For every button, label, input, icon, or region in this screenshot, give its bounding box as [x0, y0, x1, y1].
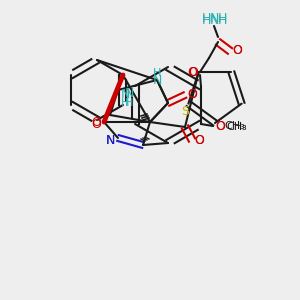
Text: O: O [232, 44, 242, 58]
Text: N: N [125, 87, 134, 100]
Text: N: N [105, 134, 115, 146]
Text: O: O [194, 134, 204, 146]
Text: N: N [105, 134, 115, 148]
Text: H: H [201, 13, 211, 26]
Text: N: N [152, 74, 162, 86]
Text: H: H [201, 14, 211, 28]
Text: O: O [187, 88, 197, 100]
Text: CH₃: CH₃ [226, 122, 247, 132]
Text: O: O [187, 88, 197, 101]
Text: O: O [194, 134, 204, 146]
Text: S: S [182, 105, 189, 118]
Text: H: H [153, 68, 161, 78]
Text: H: H [217, 13, 227, 26]
Text: N: N [209, 14, 219, 28]
Text: H: H [121, 98, 130, 109]
Text: H: H [125, 98, 134, 107]
Text: O: O [215, 119, 225, 133]
Text: CH₃: CH₃ [224, 121, 245, 131]
Text: N: N [209, 13, 219, 26]
Text: O: O [232, 44, 242, 56]
Text: O: O [187, 65, 197, 79]
Text: O: O [91, 116, 101, 130]
Text: O: O [215, 119, 225, 133]
Text: O: O [188, 65, 198, 79]
Text: N: N [121, 88, 130, 101]
Text: O: O [91, 118, 101, 130]
Text: H: H [217, 14, 227, 28]
